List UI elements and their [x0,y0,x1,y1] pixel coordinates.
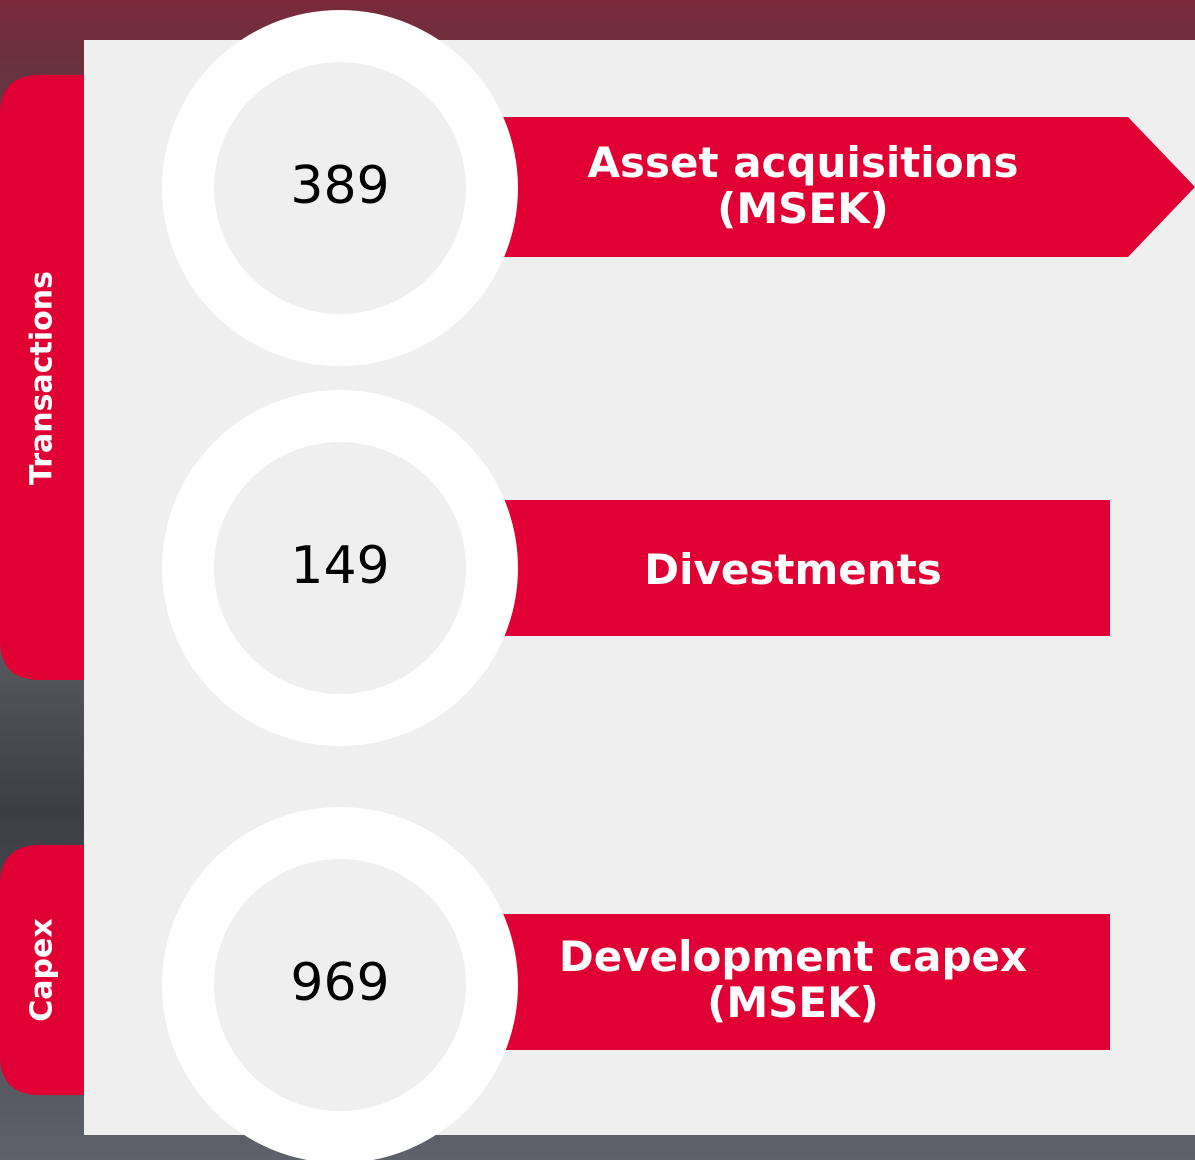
item-value: 969 [240,953,440,1013]
page: Transactions Capex 389 149 969 Asset acq… [0,0,1195,1160]
section-label: Capex [25,918,60,1021]
item-label: Asset acquisitions (MSEK) [523,140,1083,232]
section-label: Transactions [25,271,60,485]
item-label: Development capex (MSEK) [513,934,1073,1026]
item-value: 149 [240,536,440,596]
item-label: Divestments [513,547,1073,593]
item-value: 389 [240,156,440,216]
